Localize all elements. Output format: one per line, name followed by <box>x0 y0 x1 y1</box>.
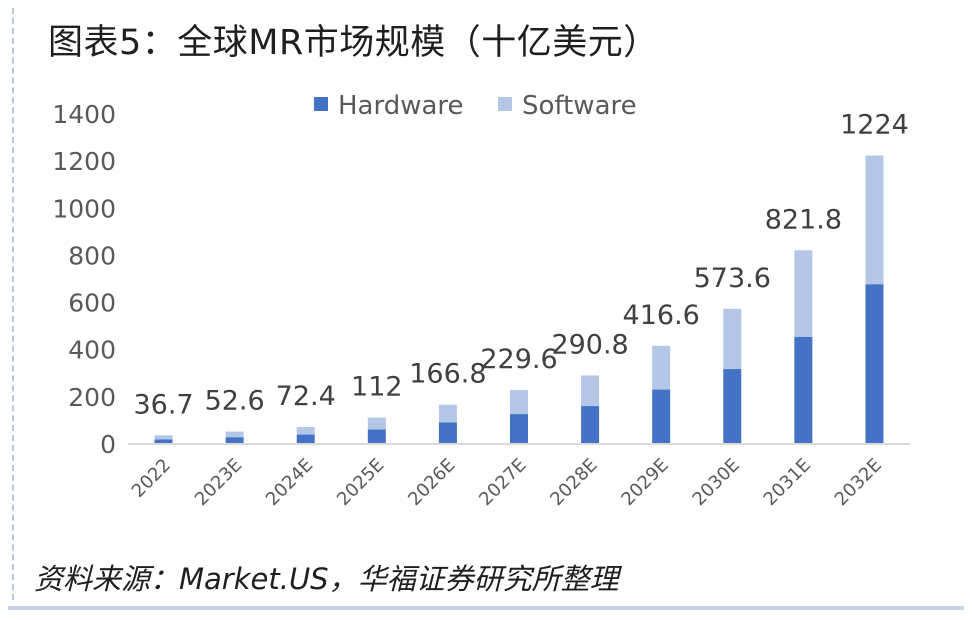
chart-title: 图表5：全球MR市场规模（十亿美元） <box>48 23 659 63</box>
x-tick-label: 2024E <box>262 455 317 510</box>
total-data-label: 1224 <box>840 109 909 140</box>
bar-hardware <box>225 437 244 444</box>
y-tick-label: 0 <box>100 430 116 459</box>
legend-swatch <box>314 97 328 111</box>
y-axis: 0 200 400 600 800 1000 1200 1400 <box>52 100 116 459</box>
left-border-rule <box>12 8 14 600</box>
legend: Hardware Software <box>314 91 637 121</box>
bar-software <box>581 375 600 407</box>
bar-hardware <box>154 439 173 444</box>
y-tick-label: 1400 <box>52 100 116 129</box>
bar-hardware <box>581 406 600 444</box>
bar-software <box>225 431 244 438</box>
bar-software <box>154 435 173 440</box>
y-tick-label: 800 <box>68 241 116 270</box>
bar-software <box>367 417 386 430</box>
y-tick-label: 600 <box>68 289 116 318</box>
total-data-label: 573.6 <box>694 263 771 294</box>
bar-software <box>865 155 884 285</box>
bar-software <box>794 250 813 337</box>
legend-label: Software <box>522 91 637 121</box>
x-tick-label: 2022 <box>128 455 175 502</box>
total-data-label: 36.7 <box>133 389 193 420</box>
bottom-border-rule <box>8 606 964 610</box>
bar-software <box>652 345 671 390</box>
bar-software <box>510 389 528 415</box>
legend-label: Hardware <box>338 91 464 121</box>
total-data-label: 229.6 <box>480 344 557 375</box>
bar-hardware <box>723 369 742 444</box>
bar-hardware <box>794 336 813 444</box>
y-tick-label: 1000 <box>52 194 116 223</box>
bar-hardware <box>438 422 457 444</box>
x-tick-label: 2027E <box>475 455 530 510</box>
total-data-label: 72.4 <box>276 381 336 412</box>
bar-software <box>723 308 742 370</box>
x-tick-label: 2023E <box>191 455 246 510</box>
x-tick-label: 2026E <box>404 455 459 510</box>
bar-chart: 0 200 400 600 800 1000 1200 1400 36.7 52.6 72.4 11… <box>52 91 910 510</box>
total-data-label: 416.6 <box>623 300 700 331</box>
y-tick-label: 200 <box>68 383 116 412</box>
total-data-label: 290.8 <box>551 329 628 360</box>
bar-hardware <box>865 284 884 444</box>
source-note: 资料来源：Market.US，华福证券研究所整理 <box>34 562 619 596</box>
x-tick-label: 2025E <box>333 455 388 510</box>
bar-hardware <box>652 389 671 444</box>
x-tick-label: 2030E <box>689 455 744 510</box>
total-data-label: 52.6 <box>205 386 265 417</box>
x-tick-label: 2031E <box>760 455 815 510</box>
total-data-label: 166.8 <box>409 359 486 390</box>
x-tick-label: 2029E <box>617 455 672 510</box>
bar-hardware <box>296 434 315 444</box>
legend-swatch <box>498 97 512 111</box>
x-axis: 2022 2023E 2024E 2025E 2026E 2027E 2028E 2029E 2… <box>128 443 910 510</box>
total-data-label: 112 <box>351 372 403 403</box>
bar-software <box>438 404 457 423</box>
bar-software <box>296 426 315 435</box>
y-tick-label: 1200 <box>52 147 116 176</box>
total-data-label: 821.8 <box>765 204 842 235</box>
bar-hardware <box>367 429 386 444</box>
x-tick-label: 2032E <box>831 455 886 510</box>
bar-hardware <box>510 414 528 444</box>
y-tick-label: 400 <box>68 336 116 365</box>
x-tick-label: 2028E <box>546 455 601 510</box>
